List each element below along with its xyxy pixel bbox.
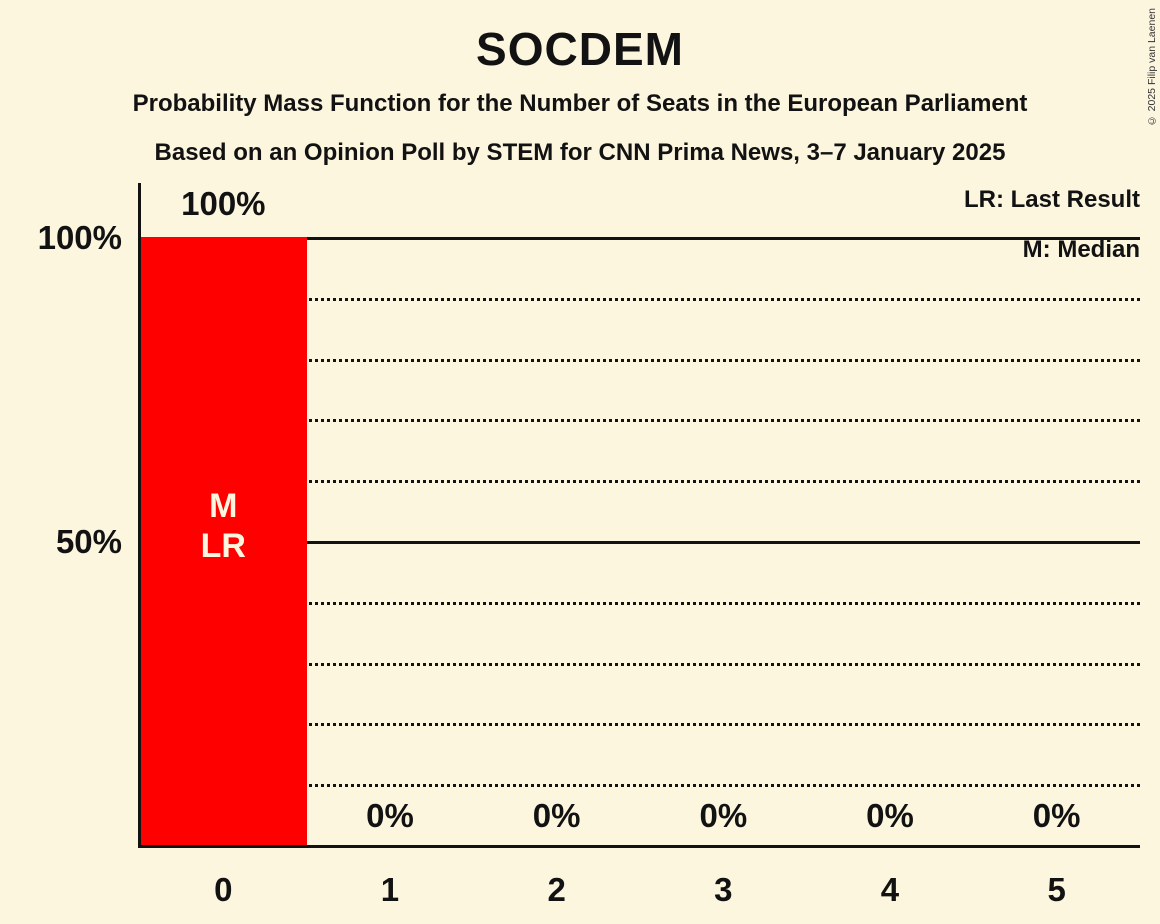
x-axis-label-5: 5 (1047, 871, 1066, 908)
chart-title: SOCDEM (476, 23, 684, 75)
gridline-40-dotted (141, 601, 1140, 605)
x-axis-label-1: 1 (380, 871, 400, 908)
bar-value-label-2: 0% (532, 797, 581, 834)
gridline-100-solid (141, 237, 1140, 240)
y-axis-line (138, 183, 141, 848)
y-tick-label-50: 50% (55, 523, 122, 560)
bar-value-label-5: 0% (1032, 797, 1081, 834)
chart-subtitle-line-2: Based on an Opinion Poll by STEM for CNN… (154, 139, 1006, 166)
legend-last-result: LR: Last Result (963, 186, 1140, 213)
x-axis-label-0: 0 (214, 871, 233, 908)
bar-value-label-4: 0% (866, 797, 914, 834)
x-axis-label-2: 2 (547, 871, 566, 908)
bar-seats-0 (140, 237, 307, 845)
legend-median: M: Median (1022, 236, 1140, 263)
bar-value-label-3: 0% (699, 797, 748, 834)
gridline-80-dotted (141, 358, 1140, 362)
x-axis-label-3: 3 (714, 871, 733, 908)
gridline-10-dotted (141, 784, 1140, 788)
x-axis-label-4: 4 (880, 871, 900, 908)
gridline-60-dotted (141, 480, 1140, 484)
gridline-50-solid (141, 541, 1140, 544)
gridline-20-dotted (141, 723, 1140, 727)
x-axis-line (138, 845, 1140, 848)
gridline-90-dotted (141, 297, 1140, 301)
bar-annotation-median-last-result: M LR (200, 487, 246, 565)
bar-value-label-1: 0% (366, 797, 414, 834)
y-tick-label-100: 100% (37, 219, 122, 256)
gridline-70-dotted (141, 419, 1140, 423)
chart-subtitle-line-1: Probability Mass Function for the Number… (132, 90, 1028, 117)
bar-value-label-0: 100% (181, 185, 266, 222)
gridline-30-dotted (141, 662, 1140, 666)
